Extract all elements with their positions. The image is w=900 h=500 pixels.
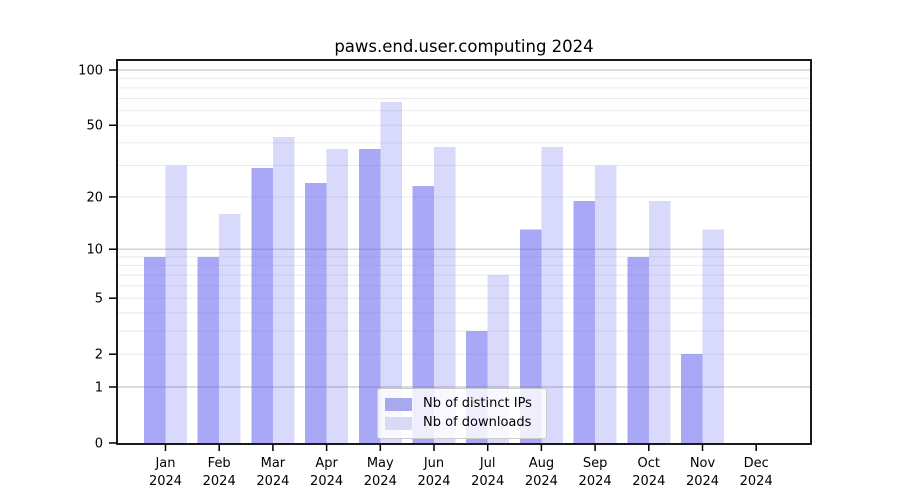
x-tick-label-year: 2024: [310, 474, 343, 489]
legend-swatch-distinct-ips: [385, 397, 412, 411]
bar-distinct-ips: [573, 200, 596, 443]
y-tick-label: 100: [78, 64, 103, 79]
bar-distinct-ips: [358, 149, 381, 443]
bar-distinct-ips: [144, 256, 166, 443]
legend-label-distinct-ips: Nb of distinct IPs: [423, 396, 532, 411]
bar-downloads: [326, 149, 349, 443]
x-tick-label-month: Jun: [423, 456, 444, 471]
x-tick-label-month: May: [367, 456, 394, 471]
bar-layer: [144, 101, 724, 444]
bar-distinct-ips: [412, 186, 434, 443]
y-tick-label: 50: [86, 119, 103, 134]
bar-distinct-ips: [305, 182, 327, 443]
axis-layer: [109, 59, 812, 451]
bar-downloads: [165, 165, 187, 443]
x-tick-label-month: Sep: [583, 456, 608, 471]
x-tick-label-year: 2024: [525, 474, 558, 489]
x-tick-label-month: Mar: [261, 456, 286, 471]
y-tick-label: 20: [86, 190, 103, 205]
chart-title: paws.end.user.computing 2024: [334, 37, 593, 56]
x-tick-label-year: 2024: [740, 474, 773, 489]
y-tick-label: 2: [95, 348, 103, 363]
legend-item-distinct-ips: Nb of distinct IPs: [385, 396, 537, 412]
x-tick-label-month: Oct: [638, 456, 660, 471]
x-tick-label-year: 2024: [686, 474, 719, 489]
tick-label-layer: 0 1 2 5 10 20 50 100 Jan 2024 Feb 2024 Mar 2024 Apr 202…: [78, 64, 773, 489]
bar-downloads: [541, 146, 563, 443]
legend-item-downloads: Nb of downloads: [385, 415, 537, 431]
bar-downloads: [595, 165, 617, 443]
y-tick-label: 5: [95, 292, 103, 307]
bar-downloads: [702, 229, 724, 443]
x-tick-label-year: 2024: [471, 474, 504, 489]
x-tick-label-month: Jul: [479, 456, 496, 471]
bar-downloads: [272, 137, 295, 443]
x-tick-label-year: 2024: [417, 474, 450, 489]
x-tick-label-year: 2024: [632, 474, 665, 489]
x-tick-label-month: Jan: [154, 456, 175, 471]
legend: Nb of distinct IPs Nb of downloads: [377, 388, 547, 439]
y-tick-label: 1: [95, 380, 103, 395]
plot-frame: [116, 59, 812, 445]
bar-downloads: [219, 214, 241, 443]
x-tick-label-month: Dec: [744, 456, 769, 471]
legend-label-downloads: Nb of downloads: [423, 415, 532, 430]
bar-distinct-ips: [197, 256, 220, 443]
y-tick-label: 0: [95, 437, 103, 452]
x-tick-label-year: 2024: [149, 474, 182, 489]
bar-distinct-ips: [627, 256, 649, 443]
y-tick-label: 10: [86, 243, 103, 258]
x-tick-label-month: Aug: [529, 456, 554, 471]
bar-downloads: [648, 200, 671, 443]
bar-distinct-ips: [681, 354, 703, 443]
x-tick-label-month: Nov: [690, 456, 716, 471]
x-tick-label-year: 2024: [256, 474, 289, 489]
x-tick-label-month: Apr: [315, 456, 338, 471]
x-tick-label-month: Feb: [208, 456, 231, 471]
x-tick-label-year: 2024: [364, 474, 397, 489]
bar-downloads: [434, 146, 456, 443]
legend-swatch-downloads: [385, 416, 412, 430]
x-tick-label-year: 2024: [579, 474, 612, 489]
x-tick-label-year: 2024: [203, 474, 236, 489]
grid-layer: [118, 69, 810, 388]
bar-downloads: [380, 101, 402, 444]
bar-distinct-ips: [251, 168, 273, 443]
